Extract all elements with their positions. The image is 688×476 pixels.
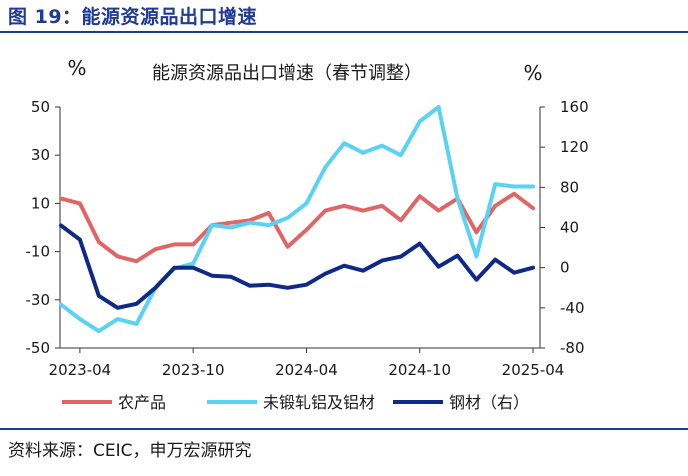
- left-tick-label: 10: [31, 194, 50, 212]
- left-tick-label: -30: [26, 291, 51, 309]
- right-tick-label: 160: [560, 98, 589, 116]
- top-rule: [0, 31, 688, 33]
- left-tick-label: -50: [26, 339, 51, 357]
- right-tick-label: 0: [560, 259, 570, 277]
- left-tick-label: -10: [26, 243, 51, 261]
- x-tick-label: 2024-04: [275, 361, 338, 379]
- axes: 50 30 10 -10 -30 -50 160 120 80 40 0 -40 -80 2023-04 2…: [26, 98, 589, 379]
- chart-title: 能源资源品出口增速（春节调整）: [152, 63, 422, 84]
- right-tick-label: -80: [560, 339, 585, 357]
- series-lines: [59, 105, 535, 334]
- legend-label-2: 未锻轧铝及铝材: [263, 393, 375, 412]
- right-axis-unit: %: [523, 61, 542, 85]
- right-tick-label: -40: [560, 299, 585, 317]
- x-tick-label: 2023-10: [162, 361, 225, 379]
- series-line-1: [59, 191, 535, 264]
- figure-title: 图 19：能源资源品出口增速: [8, 6, 258, 28]
- x-tick-label: 2025-04: [502, 361, 565, 379]
- left-tick-label: 30: [31, 146, 50, 164]
- legend-label-3: 钢材（右）: [449, 393, 529, 412]
- x-tick-label: 2023-04: [49, 361, 112, 379]
- series-line-2: [59, 105, 535, 334]
- legend: 农产品 未锻轧铝及铝材 钢材（右）: [62, 393, 529, 412]
- left-tick-label: 50: [31, 98, 50, 116]
- right-tick-label: 120: [560, 138, 589, 156]
- left-axis-unit: %: [67, 56, 86, 80]
- x-tick-label: 2024-10: [388, 361, 451, 379]
- right-tick-label: 80: [560, 178, 579, 196]
- source-note: 资料来源：CEIC，申万宏源研究: [8, 441, 252, 461]
- series-line-3: [59, 223, 535, 310]
- legend-label-1: 农产品: [118, 393, 166, 412]
- bottom-rule: [0, 428, 688, 430]
- right-tick-label: 40: [560, 219, 579, 237]
